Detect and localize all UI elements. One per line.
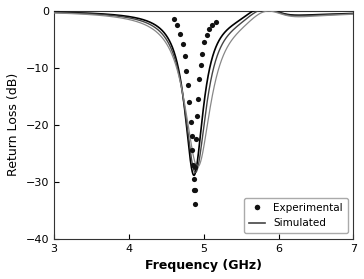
Point — [191, 177, 197, 181]
Point — [185, 83, 191, 87]
Point — [178, 32, 183, 36]
X-axis label: Frequency (GHz): Frequency (GHz) — [145, 259, 262, 272]
Point — [206, 27, 212, 32]
Point — [191, 188, 197, 193]
Point — [190, 148, 195, 153]
Point — [209, 23, 215, 27]
Point — [193, 137, 199, 141]
Point — [198, 63, 203, 67]
Point — [193, 165, 198, 170]
Point — [194, 114, 200, 119]
Point — [171, 17, 177, 22]
Point — [195, 97, 201, 101]
Point — [199, 51, 205, 56]
Point — [202, 40, 207, 44]
Point — [186, 100, 192, 104]
Point — [192, 188, 198, 193]
Point — [189, 134, 195, 138]
Point — [196, 77, 202, 81]
Point — [188, 120, 194, 124]
Point — [204, 33, 210, 37]
Legend: Experimental, Simulated: Experimental, Simulated — [244, 198, 348, 234]
Point — [190, 162, 196, 167]
Point — [182, 54, 188, 59]
Y-axis label: Return Loss (dB): Return Loss (dB) — [7, 73, 20, 176]
Point — [175, 23, 181, 27]
Point — [183, 68, 189, 73]
Point — [213, 20, 218, 25]
Point — [180, 42, 186, 46]
Point — [192, 202, 198, 207]
